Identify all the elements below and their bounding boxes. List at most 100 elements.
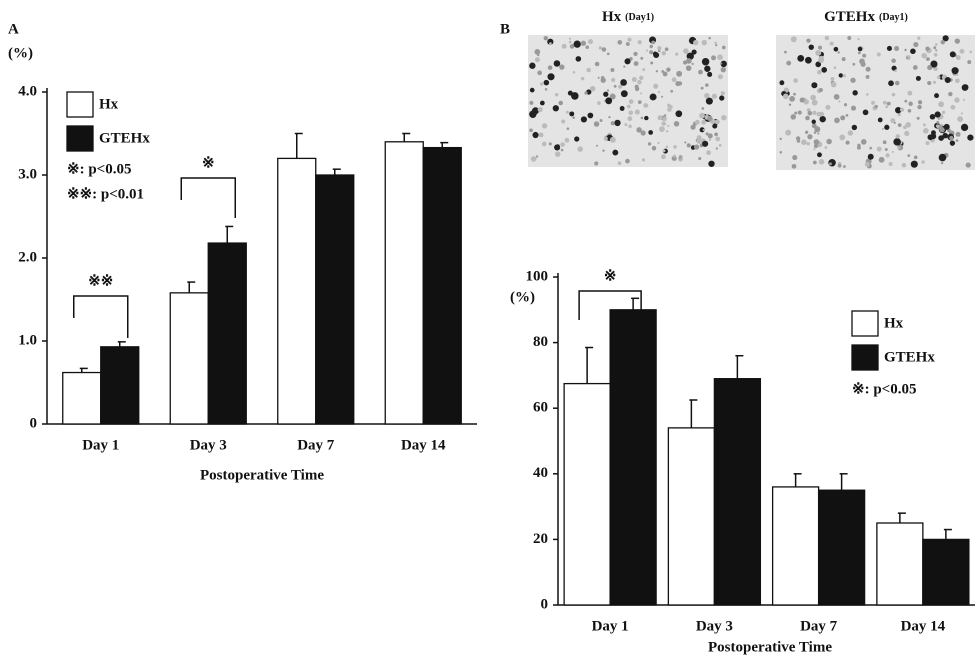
cell (852, 90, 857, 95)
cell (667, 107, 672, 112)
cell (623, 65, 625, 67)
cell (644, 104, 648, 108)
cell (599, 46, 602, 49)
cell (562, 44, 567, 49)
cell (661, 154, 666, 159)
cell (913, 42, 918, 47)
cell (712, 94, 717, 99)
cell (529, 101, 533, 105)
y-unit: (%) (510, 289, 535, 305)
cell (721, 115, 726, 120)
cell (628, 124, 632, 128)
cell (813, 161, 817, 165)
cell (807, 142, 811, 146)
cell (717, 54, 723, 60)
cell (925, 141, 929, 145)
cell (791, 114, 797, 120)
legend-swatch (67, 126, 93, 151)
bar (714, 379, 760, 605)
cell (658, 115, 663, 120)
significance-mark: ※※ (88, 273, 113, 289)
cell (610, 137, 616, 143)
cell (607, 53, 610, 56)
cell (614, 85, 617, 88)
cell (633, 52, 637, 56)
cell (908, 102, 913, 107)
cell (701, 40, 707, 46)
cell (652, 146, 657, 151)
cell (641, 117, 644, 120)
x-tick-label: Day 1 (82, 437, 119, 453)
cell (714, 42, 717, 45)
cell (581, 77, 584, 80)
cell (906, 57, 908, 59)
cell (618, 85, 622, 89)
cell (535, 57, 540, 62)
cell (805, 131, 808, 134)
cell (586, 45, 589, 48)
cell (905, 122, 911, 128)
cell (569, 41, 572, 44)
cell (793, 93, 796, 96)
cell (659, 126, 665, 132)
significance-note: ※: p<0.05 (67, 161, 131, 177)
cell (686, 58, 692, 64)
cell (895, 134, 899, 138)
cell (661, 121, 665, 125)
cell (672, 77, 677, 82)
cell (708, 37, 711, 40)
cell (662, 51, 666, 55)
cell (559, 101, 564, 106)
cell (917, 105, 921, 109)
cell (698, 70, 703, 75)
cell (779, 80, 784, 85)
cell (797, 55, 804, 62)
cell (618, 161, 622, 165)
cell (837, 51, 839, 53)
cell (830, 42, 834, 46)
cell (529, 63, 535, 69)
cell (611, 121, 615, 125)
cell (869, 147, 872, 150)
cell (892, 151, 894, 153)
cell (586, 68, 590, 72)
cell (642, 158, 645, 161)
cell (574, 41, 581, 48)
cell (809, 44, 814, 49)
cell (539, 133, 544, 138)
cell (861, 139, 867, 145)
cell (966, 162, 971, 167)
cell (555, 151, 561, 157)
cell (916, 76, 921, 81)
cell (577, 146, 582, 151)
cell (617, 40, 622, 45)
x-tick-label: Day 3 (696, 618, 733, 634)
cell (913, 65, 918, 70)
cell (629, 99, 634, 104)
bar (385, 142, 423, 424)
cell (635, 87, 639, 91)
cell (666, 67, 670, 71)
cell (866, 67, 871, 72)
cell (877, 53, 881, 57)
cell (559, 64, 564, 69)
cell (934, 53, 938, 57)
image-title: GTEHx(Day1) (824, 9, 908, 25)
cell (702, 141, 708, 147)
cell (858, 51, 861, 54)
cell (640, 57, 643, 60)
cell (699, 113, 705, 119)
cell (569, 111, 574, 116)
cell (675, 110, 682, 117)
cell (844, 103, 847, 106)
cell (955, 38, 960, 43)
cell (542, 123, 547, 128)
cell (805, 57, 812, 64)
cell (604, 137, 608, 141)
cell (676, 71, 682, 77)
cell (839, 135, 845, 141)
cell (904, 49, 906, 51)
cell (601, 76, 605, 80)
cell (962, 84, 969, 91)
bar (170, 293, 208, 424)
